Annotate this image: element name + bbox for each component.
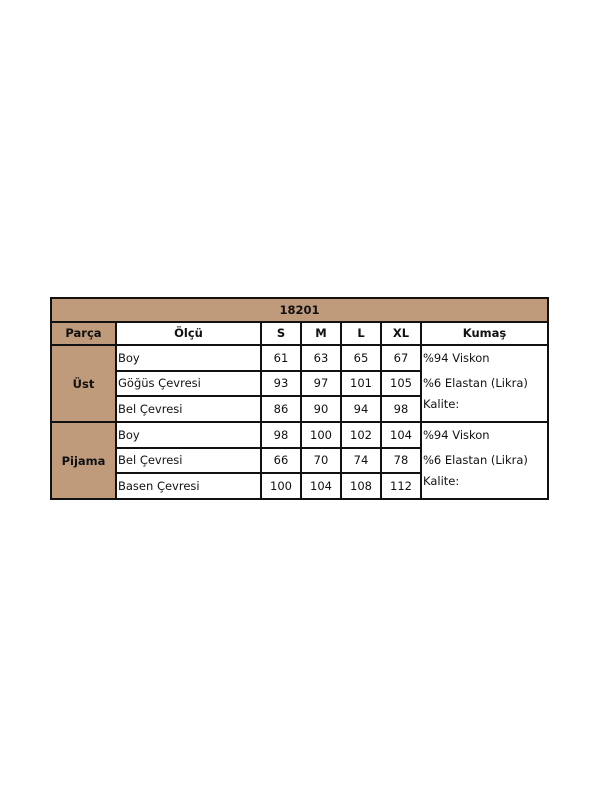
size-value-cell: 67 [380, 344, 422, 372]
fabric-line: %94 Viskon [423, 351, 490, 365]
measure-cell: Bel Çevresi [115, 395, 262, 423]
size-value-cell: 105 [380, 369, 422, 398]
size-value-cell: 104 [380, 421, 422, 449]
fabric-line: %6 Elastan (Likra) [423, 376, 528, 390]
size-value-cell: 66 [260, 446, 302, 475]
header-part: Parça [50, 320, 117, 346]
table-row: Basen Çevresi 100 104 108 112 [51, 472, 548, 500]
header-size-xl: XL [380, 320, 422, 346]
size-value-cell: 100 [300, 421, 342, 449]
table-row: Üst Boy 61 63 65 67 %94 Viskon %6 Elastan (Likr… [50, 344, 550, 423]
table-row: Pijama Boy 98 100 102 104 %94 Viskon %6 Elastan… [50, 421, 550, 500]
size-value-cell: 78 [380, 446, 422, 475]
table-row: Göğüs Çevresi 93 97 101 105 [51, 369, 548, 398]
size-chart-table: 18201 Parça Ölçü S M L XL Kumaş Üst Boy 61… [49, 297, 550, 500]
header-size-m: M [300, 320, 342, 346]
measure-cell: Basen Çevresi [115, 472, 262, 500]
size-value-cell: 90 [300, 395, 342, 423]
fabric-cell: %94 Viskon %6 Elastan (Likra) Kalite: [419, 421, 550, 500]
header-fabric: Kumaş [419, 320, 550, 346]
size-value-cell: 98 [260, 421, 302, 449]
size-value-cell: 65 [340, 344, 382, 372]
product-code: 18201 [49, 297, 550, 323]
measure-cell: Boy [115, 421, 262, 449]
size-value-cell: 112 [380, 472, 422, 500]
part-cell: Pijama [50, 421, 117, 500]
fabric-line: %94 Viskon [423, 428, 490, 442]
table-row: Bel Çevresi 66 70 74 78 [51, 446, 548, 475]
fabric-line: %6 Elastan (Likra) [423, 453, 528, 467]
fabric-line: Kalite: [423, 474, 460, 488]
fabric-line: Kalite: [423, 397, 460, 411]
part-cell: Üst [50, 344, 117, 423]
title-row: 18201 [49, 297, 550, 323]
size-value-cell: 97 [300, 369, 342, 398]
size-value-cell: 74 [340, 446, 382, 475]
size-value-cell: 61 [260, 344, 302, 372]
header-size-l: L [340, 320, 382, 346]
table-row: Bel Çevresi 86 90 94 98 [51, 395, 548, 423]
measure-cell: Bel Çevresi [115, 446, 262, 475]
header-size-s: S [260, 320, 302, 346]
header-row: Parça Ölçü S M L XL Kumaş [50, 320, 550, 346]
size-value-cell: 101 [340, 369, 382, 398]
fabric-cell: %94 Viskon %6 Elastan (Likra) Kalite: [419, 344, 550, 423]
size-value-cell: 70 [300, 446, 342, 475]
size-value-cell: 93 [260, 369, 302, 398]
measure-cell: Göğüs Çevresi [115, 369, 262, 398]
size-value-cell: 63 [300, 344, 342, 372]
size-value-cell: 86 [260, 395, 302, 423]
size-value-cell: 98 [380, 395, 422, 423]
measure-cell: Boy [115, 344, 262, 372]
size-value-cell: 108 [340, 472, 382, 500]
size-value-cell: 102 [340, 421, 382, 449]
size-value-cell: 94 [340, 395, 382, 423]
size-value-cell: 100 [260, 472, 302, 500]
header-measure: Ölçü [115, 320, 262, 346]
size-value-cell: 104 [300, 472, 342, 500]
